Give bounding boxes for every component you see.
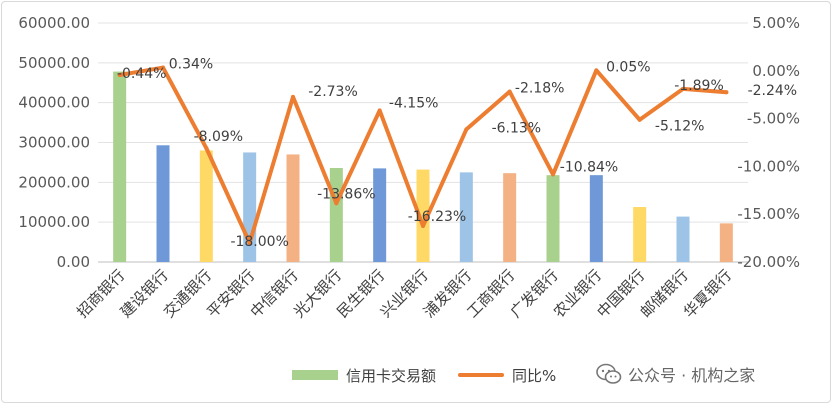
data-labels: -0.44%0.34% -8.09% -18.00% -2.73% -13.86% -4.… xyxy=(117,57,797,250)
legend: 信用卡交易额 同比% xyxy=(292,364,578,386)
bar xyxy=(113,71,127,262)
data-label: -18.00% xyxy=(230,234,288,250)
data-label: -10.84% xyxy=(560,159,618,175)
line-point xyxy=(551,172,555,177)
data-label: -5.12% xyxy=(655,119,705,135)
right-tick-label: -15.00% xyxy=(737,205,800,223)
legend-label-bar: 信用卡交易额 xyxy=(346,366,437,385)
data-label: -0.44% xyxy=(117,66,167,82)
line-point xyxy=(724,90,729,95)
data-label: -13.86% xyxy=(317,186,375,202)
legend-swatch-bar xyxy=(292,370,338,380)
line-point xyxy=(334,201,339,206)
data-label: 0.05% xyxy=(606,59,650,75)
line-point xyxy=(161,65,165,70)
line-point xyxy=(247,240,252,245)
legend-item-bar: 信用卡交易额 xyxy=(292,365,436,386)
bar xyxy=(156,145,170,262)
left-tick-label: 20000.00 xyxy=(18,173,90,191)
left-tick-label: 10000.00 xyxy=(18,213,90,231)
left-tick-label: 60000.00 xyxy=(18,14,90,32)
right-axis-ticks: -20.00% -15.00% -10.00% -5.00% 0.00% 5.00% xyxy=(737,14,800,271)
line-series xyxy=(117,65,729,245)
data-label: -2.24% xyxy=(748,83,798,99)
legend-label-line: 同比% xyxy=(512,366,557,385)
wechat-icon xyxy=(596,363,622,384)
right-tick-label: 5.00% xyxy=(752,14,800,32)
left-tick-label: 50000.00 xyxy=(18,54,90,72)
line-point xyxy=(421,223,425,228)
data-label: -8.09% xyxy=(194,129,244,145)
left-tick-label: 40000.00 xyxy=(18,94,90,112)
right-tick-label: -5.00% xyxy=(747,110,800,128)
bar xyxy=(633,207,647,262)
data-label: -4.15% xyxy=(389,95,439,111)
data-label: -1.89% xyxy=(674,78,724,94)
bar xyxy=(286,154,300,262)
left-axis-ticks: 0.00 10000.00 20000.00 30000.00 40000.00 5000… xyxy=(18,14,90,271)
line-point xyxy=(594,68,599,73)
line-point xyxy=(117,73,122,78)
bar xyxy=(546,175,560,262)
left-tick-label: 30000.00 xyxy=(18,134,90,152)
right-tick-label: -10.00% xyxy=(737,157,800,175)
bar xyxy=(199,150,213,262)
data-label: -2.18% xyxy=(515,81,565,97)
bar xyxy=(329,167,343,262)
bar xyxy=(416,169,430,262)
bar xyxy=(459,172,473,262)
bar xyxy=(503,173,517,262)
left-tick-label: 0.00 xyxy=(57,253,90,271)
legend-swatch-line xyxy=(458,373,505,377)
bar-series xyxy=(113,71,733,262)
line-point xyxy=(204,146,209,151)
watermark: 公众号 · 机构之家 xyxy=(596,362,755,386)
bar xyxy=(676,216,690,262)
line-point xyxy=(291,94,295,99)
line-point xyxy=(507,89,512,94)
line-point xyxy=(377,108,382,113)
right-tick-label: -20.00% xyxy=(737,253,800,271)
bar xyxy=(719,223,733,262)
bar xyxy=(589,175,603,262)
watermark-text: 公众号 · 机构之家 xyxy=(628,366,756,385)
line-point xyxy=(681,86,685,91)
data-label: 0.34% xyxy=(169,57,213,73)
right-tick-label: 0.00% xyxy=(752,62,800,80)
data-label: -6.13% xyxy=(492,120,542,136)
data-label: -2.73% xyxy=(308,84,358,100)
legend-item-line: 同比% xyxy=(458,365,556,386)
bar xyxy=(373,168,387,262)
category-labels: 招商银行建设银行交通银行平安银行中信银行光大银行民生银行兴业银行浦发银行工商银行… xyxy=(73,266,735,321)
data-label: -16.23% xyxy=(408,209,466,225)
category-label: 华夏银行 xyxy=(680,266,735,321)
line-point xyxy=(637,117,642,122)
line-point xyxy=(464,127,469,132)
